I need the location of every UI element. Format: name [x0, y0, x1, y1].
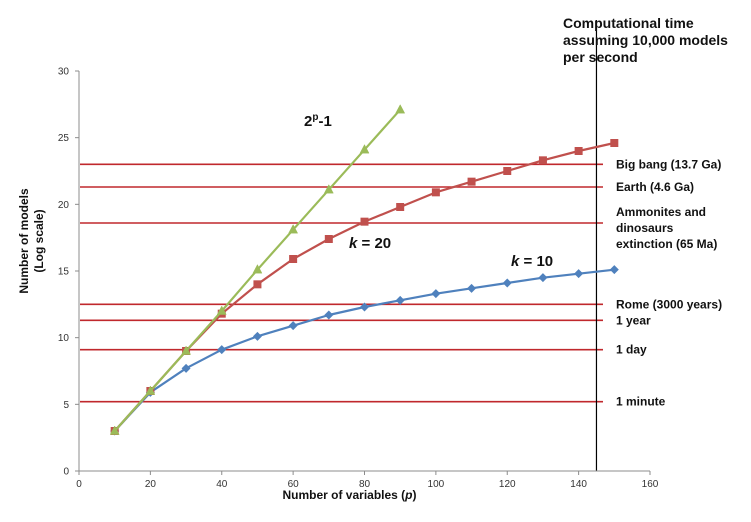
computational-time-title-line: Computational time [563, 15, 694, 31]
data-point-diamond [217, 345, 227, 355]
reference-line-label-line: extinction (65 Ma) [616, 237, 717, 251]
y-tick-label: 20 [58, 200, 70, 211]
series-label-tail: -1 [318, 113, 331, 130]
data-point-square [431, 188, 440, 197]
reference-line-label: Earth (4.6 Ga) [616, 180, 694, 194]
series-label-superscript: p [312, 112, 318, 123]
data-point-diamond [431, 289, 441, 299]
data-point-triangle [216, 305, 227, 315]
x-tick-label: 20 [145, 479, 157, 490]
data-point-square [503, 167, 512, 175]
y-tick-label: 30 [58, 67, 70, 78]
reference-line-label: Rome (3000 years) [616, 297, 722, 311]
x-tick-label: 60 [288, 479, 300, 490]
data-point-triangle [395, 104, 406, 114]
series-label-variable: k [349, 235, 358, 252]
data-point-triangle [252, 264, 263, 274]
data-point-triangle [359, 144, 370, 154]
series-label: k = 10 [511, 253, 553, 270]
data-point-diamond [538, 273, 548, 283]
y-axis-title-line: Number of models [17, 188, 31, 294]
data-point-square [467, 177, 476, 186]
reference-line-label-line: dinosaurs [616, 221, 674, 235]
data-point-triangle [288, 224, 299, 234]
x-tick-label: 40 [216, 479, 228, 490]
data-point-square [324, 235, 333, 243]
data-point-diamond [395, 295, 405, 305]
series-label-variable: k [511, 253, 520, 270]
reference-line-label: Big bang (13.7 Ga) [616, 157, 721, 171]
data-point-triangle [181, 345, 191, 355]
series-label-tail: = 20 [357, 235, 391, 252]
data-point-diamond [502, 278, 512, 288]
data-point-diamond [181, 363, 191, 373]
y-tick-label: 0 [63, 467, 69, 478]
x-tick-label: 120 [499, 479, 516, 490]
reference-line-label: 1 year [616, 313, 651, 327]
reference-line-label-line: Ammonites and [616, 205, 706, 219]
computational-time-title-line: assuming 10,000 models [563, 32, 728, 48]
data-point-triangle [323, 184, 334, 194]
reference-line-label: 1 minute [616, 395, 666, 409]
reference-line-label: Ammonites and dinosaurs extinction (65 Ma) [616, 205, 717, 251]
x-tick-label: 100 [428, 479, 445, 490]
series-group [109, 104, 619, 436]
series-0 [109, 104, 406, 435]
data-point-diamond [288, 321, 298, 331]
reference-line-label: 1 day [616, 343, 647, 357]
data-point-square [574, 147, 583, 155]
x-axis-title: Number of variables (p) [282, 488, 416, 502]
axes: 0 20 40 60 80 100 120 140 160 0 5 10 15 20 25 30 [58, 67, 659, 491]
data-point-square [538, 156, 547, 165]
x-tick-label: 80 [359, 479, 371, 490]
data-point-square [360, 217, 369, 226]
y-axis-title-line: (Log scale) [32, 209, 46, 272]
reference-lines [80, 20, 603, 471]
series-1 [110, 139, 619, 435]
data-point-diamond [574, 269, 584, 279]
data-point-diamond [324, 310, 334, 320]
y-axis-title: Number of models(Log scale) [17, 188, 46, 294]
data-point-diamond [360, 302, 369, 312]
x-tick-label: 160 [642, 479, 659, 490]
series-label: k = 20 [349, 235, 391, 252]
y-tick-label: 15 [58, 267, 70, 278]
data-point-triangle [145, 385, 156, 395]
x-tick-label: 140 [570, 479, 587, 490]
data-point-square [253, 280, 262, 289]
data-point-square [289, 255, 298, 263]
computational-time-title-line: per second [563, 49, 638, 65]
y-tick-label: 5 [63, 400, 69, 411]
data-point-triangle [109, 425, 120, 435]
data-point-square [610, 139, 619, 147]
series-label-tail: = 10 [519, 253, 553, 270]
x-tick-label: 0 [76, 479, 82, 490]
y-tick-label: 25 [58, 133, 70, 144]
chart-text: Number of variables (p) Number of models(… [17, 15, 728, 502]
data-point-square [396, 203, 405, 211]
data-point-diamond [252, 331, 262, 341]
series-label-base: 2 [304, 113, 312, 130]
computational-time-title: Computational time assuming 10,000 models… [563, 15, 728, 65]
data-point-diamond [609, 265, 619, 275]
y-tick-label: 10 [58, 333, 70, 344]
series-label: 2p-1 [304, 112, 332, 130]
data-point-diamond [467, 283, 477, 293]
